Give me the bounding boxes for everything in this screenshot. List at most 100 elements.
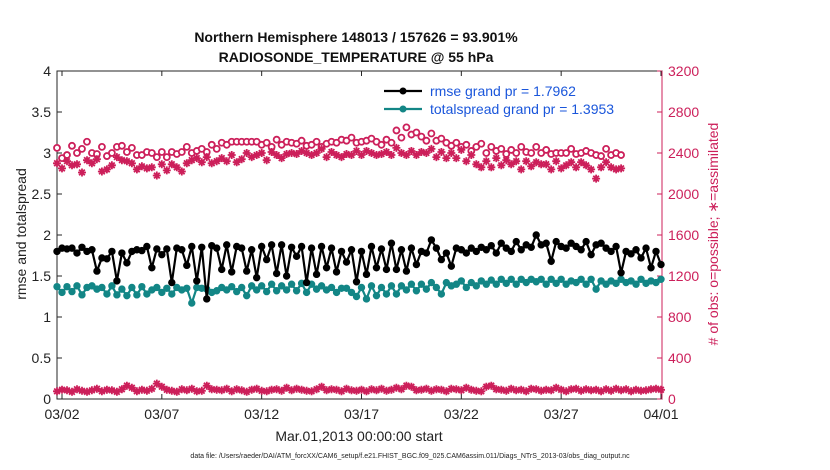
possible-point	[262, 138, 271, 147]
totalspread-point	[257, 282, 266, 290]
totalspread-point	[138, 282, 146, 291]
possible-point	[182, 142, 191, 151]
rmse-point	[193, 277, 201, 285]
totalspread-point	[242, 291, 251, 300]
assimilated-point	[422, 149, 431, 157]
x-tick-label: 03/12	[244, 406, 279, 422]
assimilated-point	[127, 159, 136, 168]
rmse-point	[108, 247, 116, 256]
rmse-point	[422, 249, 431, 257]
rmse-point	[302, 278, 311, 287]
assimilated-point	[447, 149, 456, 157]
rmse-point	[337, 247, 346, 256]
totalspread-point	[547, 275, 555, 283]
totalspread-point	[98, 283, 106, 292]
assimilated-point	[397, 149, 406, 157]
assimilated-point	[227, 151, 236, 159]
assimilated-point	[597, 163, 606, 172]
y-right-tick-label: 2800	[668, 104, 699, 120]
totalspread-point	[342, 284, 351, 292]
assimilated-point	[482, 157, 491, 166]
assimilated-point	[432, 153, 441, 162]
bottom-obs-point	[457, 386, 466, 395]
possible-point	[462, 140, 471, 149]
totalspread-point	[312, 285, 321, 293]
assimilated-point	[207, 159, 216, 168]
rmse-point	[312, 270, 321, 279]
assimilated-point	[557, 164, 566, 173]
legend-label-totalspread: totalspread grand pr = 1.3953	[430, 101, 614, 117]
rmse-point	[237, 244, 246, 252]
totalspread-point	[612, 279, 620, 288]
bottom-obs-point	[637, 386, 645, 395]
assimilated-point	[612, 165, 621, 174]
rmse-point	[53, 247, 61, 256]
assimilated-point	[617, 164, 626, 173]
assimilated-point	[212, 157, 221, 166]
assimilated-point	[172, 163, 181, 172]
y-axis-label: rmse and totalspread	[13, 168, 29, 300]
bottom-obs-point	[492, 385, 501, 394]
bottom-obs-point	[272, 385, 281, 394]
rmse-point	[487, 241, 495, 250]
totalspread-point	[577, 275, 585, 283]
bottom-obs-point	[392, 383, 401, 392]
totalspread-point	[387, 282, 396, 290]
assimilated-point	[217, 154, 226, 163]
rmse-point	[392, 265, 401, 274]
totalspread-point	[522, 278, 530, 287]
rmse-point	[347, 246, 356, 254]
bottom-obs-point	[437, 385, 446, 394]
assimilated-point	[472, 160, 481, 169]
totalspread-point	[482, 280, 490, 288]
bottom-obs-point	[202, 381, 211, 390]
bottom-obs-point	[187, 384, 196, 393]
rmse-point	[527, 243, 535, 252]
plot-frame	[56, 70, 663, 400]
bottom-obs-point	[207, 385, 216, 394]
possible-point	[78, 144, 86, 153]
rmse-point	[647, 264, 655, 272]
y-tick-label: 2	[43, 227, 51, 243]
bottom-obs-point	[642, 386, 650, 395]
totalspread-point	[272, 287, 281, 295]
totalspread-point	[58, 288, 66, 297]
possible-point	[83, 137, 91, 146]
totalspread-point	[73, 282, 81, 290]
x-tick-label: 03/22	[444, 406, 479, 422]
bottom-obs-point	[432, 385, 441, 394]
totalspread-point	[327, 283, 336, 292]
bottom-obs-point	[372, 386, 381, 395]
assimilated-point	[257, 149, 266, 157]
totalspread-point	[247, 282, 256, 290]
bottom-obs-point	[517, 385, 526, 394]
assimilated-point	[157, 160, 166, 169]
assimilated-point	[592, 174, 601, 183]
totalspread-point	[332, 288, 341, 297]
possible-point	[412, 128, 421, 137]
totalspread-point	[417, 280, 426, 288]
totalspread-point	[402, 286, 411, 294]
assimilated-point	[502, 156, 511, 165]
rmse-point	[123, 259, 131, 267]
rmse-point	[297, 242, 306, 251]
assimilated-point	[352, 147, 361, 155]
bottom-obs-point	[472, 386, 481, 395]
totalspread-point	[572, 278, 580, 287]
totalspread-point	[542, 280, 550, 288]
possible-markers	[53, 123, 625, 163]
bottom-obs-point	[632, 385, 640, 394]
axes: 0 0.5 1 1.5 2 2.5 3 3.5 4 0 400 800 1200 1600 2000 2400…	[32, 63, 700, 422]
y-tick-label: 4	[43, 63, 51, 79]
rmse-point	[657, 260, 665, 269]
totalspread-point	[592, 285, 600, 293]
x-tick-label: 03/02	[44, 406, 79, 422]
bottom-obs-point	[172, 387, 181, 396]
assimilated-point	[537, 160, 546, 169]
rmse-point	[277, 241, 286, 249]
rmse-point	[267, 241, 276, 249]
bottom-obs-point	[162, 385, 171, 394]
totalspread-point	[587, 275, 595, 283]
totalspread-point	[78, 291, 86, 299]
y-right-tick-label: 0	[668, 391, 676, 407]
